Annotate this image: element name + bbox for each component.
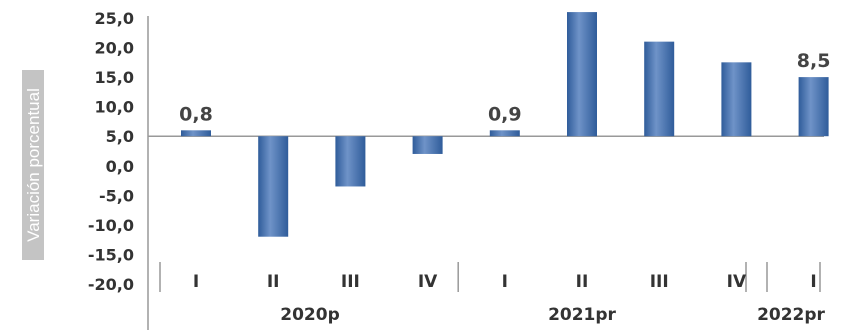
y-tick-label: 15,0 bbox=[95, 68, 134, 87]
y-tick-label: 20,0 bbox=[95, 39, 134, 58]
data-label: 0,9 bbox=[488, 103, 522, 125]
category-label: III bbox=[341, 272, 360, 292]
y-tick-label: 0,0 bbox=[106, 157, 134, 176]
group-label: 2020p bbox=[280, 305, 339, 325]
y-tick-label: -10,0 bbox=[88, 216, 134, 235]
y-axis-label-background bbox=[22, 70, 44, 260]
y-tick-label: 5,0 bbox=[106, 127, 134, 146]
bar bbox=[721, 62, 752, 137]
bar bbox=[798, 77, 829, 137]
category-label: II bbox=[576, 272, 589, 292]
category-label: IV bbox=[418, 272, 438, 292]
y-tick-label: -15,0 bbox=[88, 245, 134, 264]
bar bbox=[258, 136, 289, 237]
bar bbox=[567, 12, 597, 137]
y-axis-label: Variación porcentual bbox=[24, 88, 43, 242]
y-tick-label: 10,0 bbox=[95, 98, 134, 117]
group-label: 2022pr bbox=[757, 305, 825, 325]
group-label: 2021pr bbox=[548, 305, 616, 325]
bar bbox=[489, 130, 520, 137]
category-label: IV bbox=[727, 272, 747, 292]
bar bbox=[644, 41, 675, 137]
category-label: I bbox=[193, 272, 199, 292]
y-tick-label: -20,0 bbox=[88, 275, 134, 294]
category-label: II bbox=[267, 272, 280, 292]
bar bbox=[412, 136, 443, 154]
bar bbox=[335, 136, 366, 187]
category-label: I bbox=[810, 272, 816, 292]
data-label: 0,8 bbox=[179, 103, 213, 125]
bar bbox=[181, 130, 211, 137]
y-tick-label: 25,0 bbox=[95, 9, 134, 28]
y-tick-label: -5,0 bbox=[99, 186, 134, 205]
category-label: I bbox=[502, 272, 508, 292]
category-label: III bbox=[650, 272, 669, 292]
data-label: 8,5 bbox=[797, 50, 831, 72]
